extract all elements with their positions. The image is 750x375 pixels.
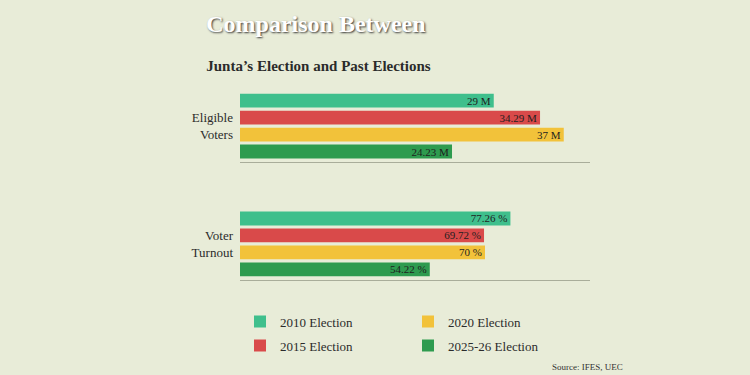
- svg-text:29 M: 29 M: [467, 95, 491, 107]
- svg-text:2010 Election: 2010 Election: [280, 315, 353, 330]
- svg-text:VoterTurnout: VoterTurnout: [192, 228, 234, 260]
- svg-text:54.22 %: 54.22 %: [390, 263, 427, 275]
- svg-text:34.29 M: 34.29 M: [500, 112, 538, 124]
- svg-text:Source: IFES, UEC: Source: IFES, UEC: [552, 362, 623, 372]
- svg-text:2015 Election: 2015 Election: [280, 339, 353, 354]
- svg-text:Junta’s Election and Past Elec: Junta’s Election and Past Elections: [206, 58, 431, 74]
- svg-text:24.23 M: 24.23 M: [412, 146, 450, 158]
- svg-text:69.72 %: 69.72 %: [444, 229, 481, 241]
- svg-text:2020 Election: 2020 Election: [448, 315, 521, 330]
- svg-text:2025-26 Election: 2025-26 Election: [448, 339, 538, 354]
- svg-text:Comparison Between: Comparison Between: [206, 11, 425, 37]
- svg-text:70 %: 70 %: [459, 246, 482, 258]
- svg-text:77.26 %: 77.26 %: [471, 212, 508, 224]
- svg-text:37 M: 37 M: [537, 129, 561, 141]
- svg-text:EligibleVoters: EligibleVoters: [192, 110, 233, 142]
